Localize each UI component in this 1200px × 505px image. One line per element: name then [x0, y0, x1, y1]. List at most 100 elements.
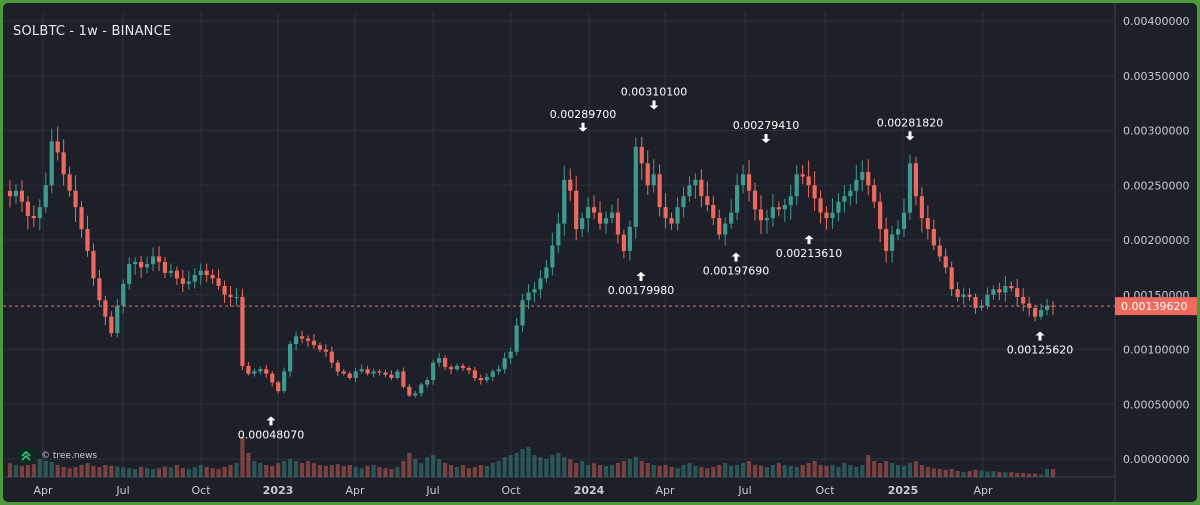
volume-bar — [889, 463, 895, 477]
volume-bar — [103, 465, 108, 477]
candlestick-chart[interactable]: 0.000000000.000500000.001000000.00150000… — [3, 3, 1197, 502]
candle-body — [943, 256, 948, 268]
y-tick-label: 0.00400000 — [1123, 15, 1189, 28]
candle-body — [341, 371, 346, 374]
volume-bar — [109, 465, 114, 477]
volume-bar — [740, 463, 746, 477]
candle-body — [550, 245, 555, 268]
volume-bar — [55, 465, 60, 477]
volume-bar — [675, 468, 680, 477]
volume-bar — [514, 453, 519, 477]
volume-bars — [7, 437, 1056, 477]
candle-body — [317, 345, 323, 350]
volume-bar — [43, 461, 48, 477]
candle-body — [365, 369, 370, 374]
volume-bar — [1009, 472, 1014, 477]
volume-bar — [484, 465, 489, 477]
candle-body — [383, 372, 388, 375]
candle-body — [204, 270, 209, 276]
candle-body — [508, 351, 513, 359]
candle-body — [866, 172, 871, 186]
candle-body — [276, 382, 281, 392]
volume-bar — [848, 465, 853, 477]
volume-bar — [115, 466, 120, 477]
volume-bar — [591, 463, 597, 477]
volume-bar — [97, 467, 102, 477]
candle-body — [258, 369, 263, 372]
volume-bar — [621, 461, 626, 477]
volume-bar — [979, 470, 984, 477]
candle-body — [824, 212, 829, 219]
volume-bar — [884, 461, 889, 477]
volume-bar — [520, 449, 525, 477]
volume-bar — [490, 463, 495, 477]
volume-bar — [371, 465, 376, 477]
volume-bar — [544, 459, 549, 477]
volume-bar — [448, 465, 454, 477]
candle-body — [389, 374, 394, 378]
volume-bar — [466, 468, 472, 477]
candle-body — [681, 196, 686, 208]
candle-body — [919, 196, 924, 219]
volume-bar — [204, 467, 209, 477]
annotation-label: 0.00125620 — [1007, 343, 1073, 356]
price-annotation: 0.00281820 — [877, 116, 943, 141]
candle-body — [901, 212, 907, 230]
candle-body — [997, 289, 1002, 293]
candle-body — [431, 362, 436, 381]
x-tick-label: Apr — [33, 484, 53, 497]
candle-body — [645, 163, 650, 186]
candle-body — [198, 270, 203, 276]
candle-body — [13, 190, 19, 197]
volume-bar — [234, 463, 239, 477]
volume-bar — [830, 465, 835, 477]
candle-body — [67, 174, 72, 191]
volume-bar — [538, 457, 543, 477]
volume-bar — [955, 471, 960, 477]
volume-bar — [782, 465, 787, 477]
price-annotation: 0.00179980 — [608, 271, 674, 297]
candle-body — [37, 207, 42, 219]
volume-bar — [687, 463, 692, 477]
candle-body — [144, 264, 150, 268]
volume-bar — [836, 467, 841, 477]
annotation-label: 0.00179980 — [608, 284, 674, 297]
candle-body — [55, 141, 60, 153]
arrow-up-icon — [804, 235, 814, 245]
candle-body — [752, 190, 758, 210]
volume-bar — [657, 465, 662, 477]
candle-body — [580, 218, 585, 230]
candle-body — [556, 223, 561, 246]
annotation-label: 0.00197690 — [703, 265, 769, 278]
candle-body — [812, 185, 817, 199]
volume-bar — [991, 471, 996, 477]
candle-body — [460, 365, 466, 369]
price-annotation: 0.00310100 — [621, 85, 687, 110]
candle-body — [514, 325, 519, 352]
candle-body — [889, 234, 895, 251]
volume-bar — [663, 465, 668, 477]
volume-bar — [49, 461, 54, 477]
candle-body — [61, 152, 66, 175]
candle-body — [949, 267, 954, 290]
volume-bar — [79, 465, 84, 477]
candle-body — [621, 234, 626, 251]
candle-body — [544, 267, 549, 279]
x-tick-label: 2023 — [263, 484, 294, 497]
volume-bar — [270, 465, 275, 477]
candle-body — [19, 190, 25, 202]
candle-body — [377, 371, 382, 373]
volume-bar — [907, 463, 913, 477]
candle-body — [878, 201, 883, 230]
candle-body — [323, 349, 328, 352]
candle-body — [848, 190, 853, 197]
volume-bar — [133, 469, 138, 477]
price-annotation: 0.00289700 — [550, 108, 616, 132]
candle-body — [538, 278, 543, 290]
candle-body — [454, 365, 460, 370]
volume-bar — [13, 465, 19, 477]
volume-bar — [174, 465, 179, 477]
volume-bar — [723, 463, 728, 477]
volume-bar — [746, 461, 752, 477]
volume-bar — [1003, 472, 1008, 477]
